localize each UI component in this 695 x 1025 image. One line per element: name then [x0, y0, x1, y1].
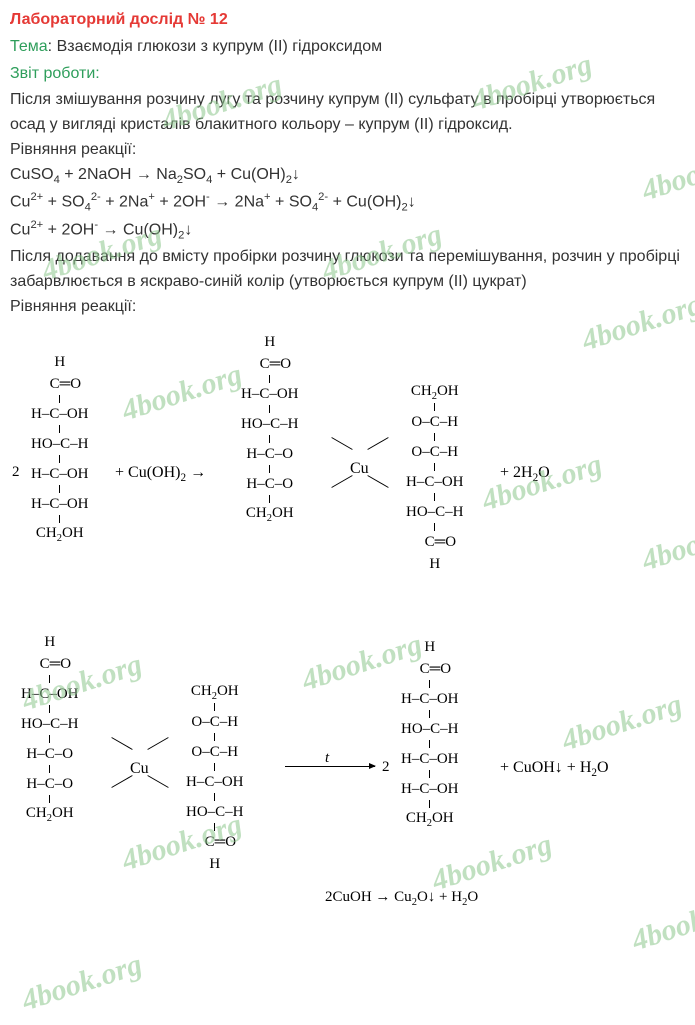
complex-left-chain-2: H C═O H–C–OH HO–C–H H–C–O H–C–O CH2OH — [20, 631, 80, 825]
reagent-1: + Cu(OH)2 → — [115, 461, 206, 488]
equation-3: Cu2+ + 2OH- → Cu(OH)2↓ — [10, 217, 685, 245]
product-chain-2: H C═O H–C–OH HO–C–H H–C–OH H–C–OH CH2OH — [400, 636, 460, 830]
cu-atom-2: Cu — [130, 757, 149, 782]
footer-equation: 2CuOH → Cu2O↓ + H2O — [325, 886, 478, 911]
coeff-2: 2 — [12, 461, 20, 484]
coeff-2b: 2 — [382, 756, 390, 779]
paragraph-4: Рівняння реакції: — [10, 295, 685, 320]
byproduct-2: + CuOH↓ + H2O — [500, 756, 609, 783]
chemical-reaction-diagram: 2 H C═O H–C–OH HO–C–H H–C–OH H–C–OH CH2O… — [10, 331, 685, 931]
byproduct-1: + 2H2O — [500, 461, 550, 488]
complex-right-chain: CH2OH O–C–H O–C–H H–C–OH HO–C–H C═O H — [405, 381, 465, 575]
paragraph-3: Після додавання до вмісту пробірки розчи… — [10, 245, 685, 295]
cu-complex-1: Cu — [300, 411, 420, 521]
cu-complex-2: Cu — [80, 711, 200, 821]
report-label: Звіт роботи: — [10, 65, 100, 82]
complex-left-chain: H C═O H–C–OH HO–C–H H–C–O H–C–O CH2OH — [240, 331, 300, 525]
arrow-label-t: t — [325, 747, 329, 770]
complex-right-chain-2: CH2OH O–C–H O–C–H H–C–OH HO–C–H C═O H — [185, 681, 245, 875]
equation-1: CuSO4 + 2NaOH → Na2SO4 + Cu(OH)2↓ — [10, 163, 685, 190]
lab-title: Лабораторний дослід № 12 — [10, 11, 228, 28]
reaction-arrow — [285, 766, 375, 767]
watermark: 4book.org — [16, 942, 148, 1025]
equation-2: Cu2+ + SO42- + 2Na+ + 2OH- → 2Na+ + SO42… — [10, 189, 685, 217]
paragraph-2: Рівняння реакції: — [10, 138, 685, 163]
topic-label: Тема — [10, 38, 48, 55]
paragraph-1: Після змішування розчину лугу та розчину… — [10, 88, 685, 138]
glucose-chain-left: H C═O H–C–OH HO–C–H H–C–OH H–C–OH CH2OH — [30, 351, 90, 545]
cu-atom: Cu — [350, 457, 369, 482]
topic-text: : Взаємодія глюкози з купрум (ІІ) гідрок… — [48, 38, 382, 55]
